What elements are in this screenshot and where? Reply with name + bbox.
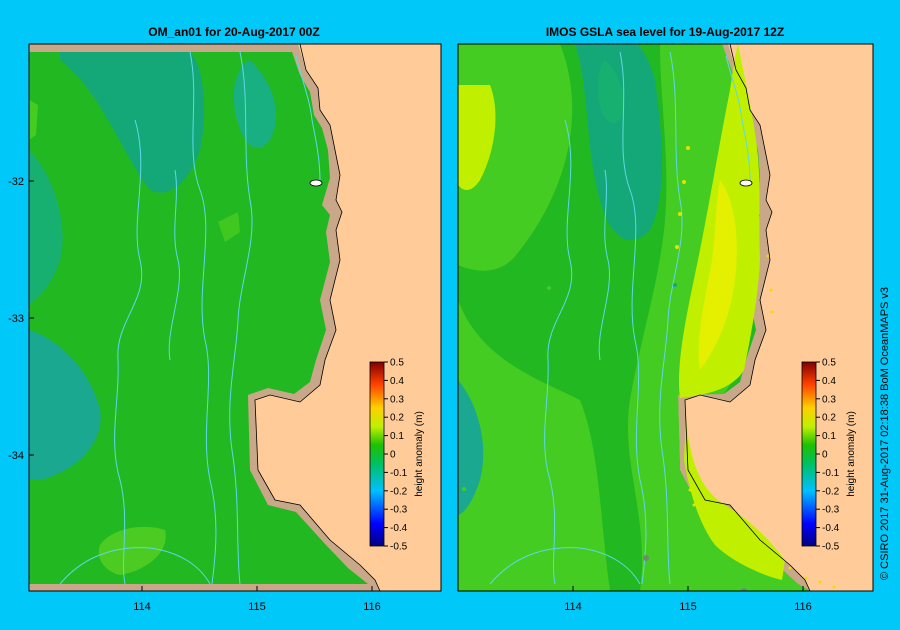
left-x-axis: 114 115 116 xyxy=(133,586,381,613)
left-bathymetry-contour xyxy=(295,55,321,181)
colorbar-tick-label: 0.5 xyxy=(390,358,404,369)
left-bathymetry-contour xyxy=(114,119,143,585)
right-coastline xyxy=(684,43,811,592)
left-x-tick-label: 114 xyxy=(133,601,151,613)
left-bathymetry-contour xyxy=(168,169,180,361)
right-bathymetry-contour xyxy=(489,547,641,585)
right-map-plot xyxy=(458,44,873,591)
colorbar-tick-label: 0.2 xyxy=(390,413,404,424)
left-panel-title: OM_an01 for 20-Aug-2017 00Z xyxy=(148,25,319,39)
observation-dot xyxy=(682,180,686,184)
left-light-green-region xyxy=(29,100,38,140)
colorbar-tick-label: 0 xyxy=(822,450,828,461)
observation-dot xyxy=(766,254,770,258)
observation-dot xyxy=(741,588,747,591)
colorbar-tick-label: -0.4 xyxy=(822,523,840,534)
observation-dot xyxy=(686,146,690,150)
colorbar-tick-label: 0.5 xyxy=(822,358,836,369)
right-bathymetry-contour xyxy=(598,169,610,361)
observation-dot xyxy=(770,310,774,314)
left-colorbar-ticks: 0.5 0.4 0.3 0.2 0.1 0 -0.1 -0.2 -0.3 -0.4 -0.5 xyxy=(384,358,408,553)
right-colorbar-gradient xyxy=(801,361,817,547)
colorbar-tick-label: -0.2 xyxy=(822,486,840,497)
left-bathymetry-contour xyxy=(59,547,211,585)
observation-dot xyxy=(804,576,808,580)
colorbar-tick-label: -0.4 xyxy=(390,523,408,534)
observation-dot xyxy=(788,566,792,570)
left-y-tick-label: -33 xyxy=(8,313,24,325)
right-x-axis: 114 115 116 xyxy=(564,586,812,613)
left-map-plot xyxy=(29,44,441,591)
right-map-panel: IMOS GSLA sea level for 19-Aug-2017 12Z xyxy=(457,25,874,613)
left-ocean xyxy=(29,52,368,584)
right-bathymetry-contour xyxy=(725,55,751,181)
right-x-tick-label: 115 xyxy=(679,601,697,613)
left-teal-region xyxy=(29,150,63,305)
left-colorbar-gradient xyxy=(369,361,385,547)
colorbar-tick-label: 0 xyxy=(390,450,396,461)
left-y-tick-label: -32 xyxy=(8,176,24,188)
observation-dot xyxy=(547,286,551,290)
left-light-green-region xyxy=(218,212,240,242)
colorbar-tick-label: 0.4 xyxy=(822,376,836,387)
right-bathymetry-contour xyxy=(619,51,647,585)
colorbar-tick-label: 0.4 xyxy=(390,376,404,387)
left-colorbar: 0.5 0.4 0.3 0.2 0.1 0 -0.1 -0.2 -0.3 -0.4 -0.5 hei… xyxy=(369,358,425,553)
colorbar-tick-label: 0.1 xyxy=(390,431,404,442)
right-teal-region xyxy=(458,380,484,515)
right-yellow-green-region xyxy=(458,85,496,190)
right-island xyxy=(739,179,753,187)
right-teal-region xyxy=(575,44,662,240)
observation-dot xyxy=(675,245,679,249)
observation-dot xyxy=(818,580,822,584)
colorbar-tick-label: 0.3 xyxy=(822,394,836,405)
left-light-green-region xyxy=(98,526,166,575)
right-observation-points xyxy=(462,146,836,591)
left-x-tick-label: 116 xyxy=(363,601,381,613)
right-bathymetry-contour xyxy=(659,51,683,585)
observation-dot xyxy=(688,488,692,492)
right-bathymetry-contour xyxy=(544,119,573,585)
colorbar-tick-label: -0.3 xyxy=(390,505,408,516)
credit-text: © CSIRO 2017 31-Aug-2017 02:18:38 BoM Oc… xyxy=(879,287,891,580)
observation-dot xyxy=(692,503,696,507)
observation-dot xyxy=(832,585,836,589)
right-light-green-region xyxy=(458,300,610,591)
left-teal-region xyxy=(60,52,205,193)
colorbar-tick-label: -0.1 xyxy=(822,468,840,479)
left-y-axis: -32 -33 -34 xyxy=(8,176,34,462)
colorbar-tick-label: -0.1 xyxy=(390,468,408,479)
left-teal-region xyxy=(29,330,101,480)
left-coastline xyxy=(254,43,381,592)
left-bathymetry-contour xyxy=(189,51,217,585)
right-x-tick-label: 116 xyxy=(794,601,812,613)
colorbar-tick-label: 0.2 xyxy=(822,413,836,424)
observation-dot xyxy=(769,288,773,292)
observation-dot xyxy=(673,283,677,287)
observation-dot xyxy=(643,555,649,561)
right-yellow-region xyxy=(698,180,737,370)
colorbar-tick-label: -0.5 xyxy=(822,542,840,553)
left-bathymetry-contour xyxy=(229,51,253,585)
left-map-panel: OM_an01 for 20-Aug-2017 00Z xyxy=(8,25,442,613)
right-colorbar: 0.5 0.4 0.3 0.2 0.1 0 -0.1 -0.2 -0.3 -0.4 -0.5 hei… xyxy=(801,358,857,553)
left-island xyxy=(309,179,323,187)
colorbar-tick-label: -0.5 xyxy=(390,542,408,553)
colorbar-tick-label: 0.3 xyxy=(390,394,404,405)
left-x-tick-label: 115 xyxy=(248,601,266,613)
right-colorbar-label: height anomaly (m) xyxy=(846,411,857,497)
left-colorbar-label: height anomaly (m) xyxy=(414,411,425,497)
right-x-tick-label: 114 xyxy=(564,601,582,613)
left-y-tick-label: -34 xyxy=(8,450,24,462)
observation-dot xyxy=(678,212,682,216)
colorbar-tick-label: -0.2 xyxy=(390,486,408,497)
right-teal-region xyxy=(597,60,625,124)
right-colorbar-ticks: 0.5 0.4 0.3 0.2 0.1 0 -0.1 -0.2 -0.3 -0.4 -0.5 xyxy=(816,358,840,553)
right-plot-frame xyxy=(457,43,874,592)
colorbar-tick-label: -0.3 xyxy=(822,505,840,516)
right-panel-title: IMOS GSLA sea level for 19-Aug-2017 12Z xyxy=(546,25,784,39)
observation-dot xyxy=(462,487,466,491)
colorbar-tick-label: 0.1 xyxy=(822,431,836,442)
